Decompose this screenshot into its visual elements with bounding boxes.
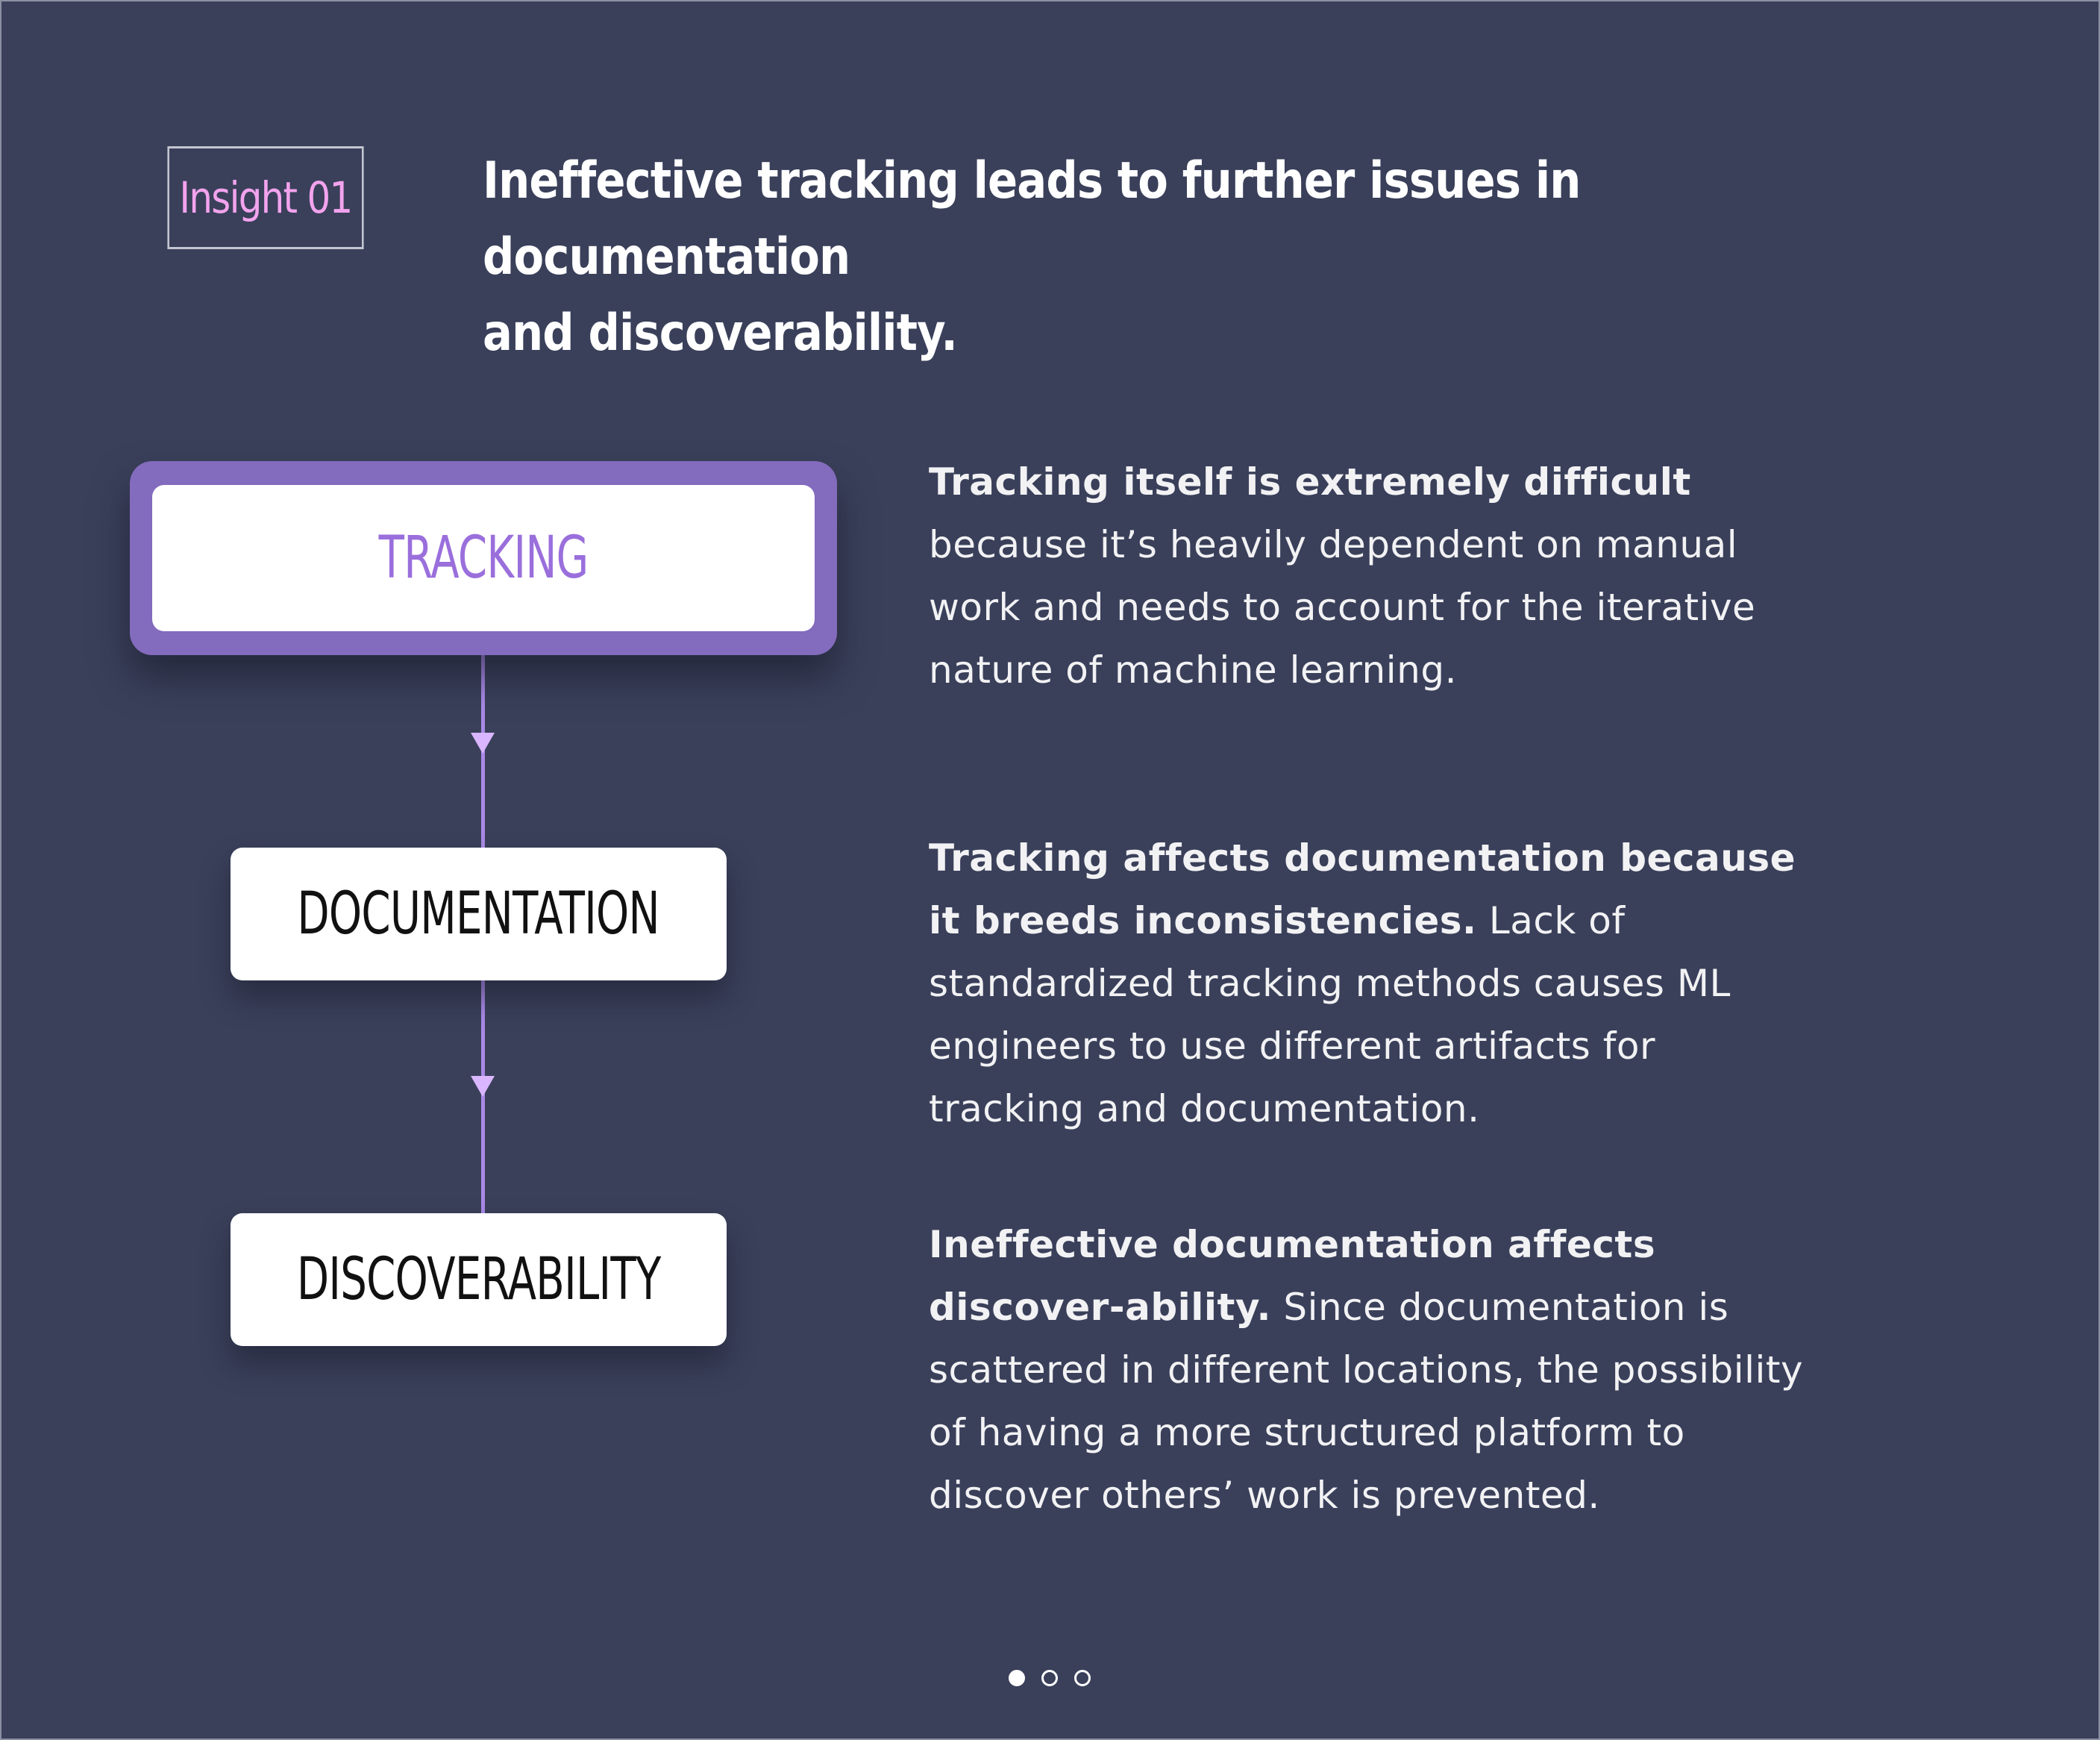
description-discoverability: Ineffective documentation affects discov… xyxy=(929,1213,1809,1527)
flow-connector-2 xyxy=(481,980,485,1213)
insight-badge: Insight 01 xyxy=(167,146,364,249)
headline-line-2: and discoverability. xyxy=(483,304,958,363)
flow-step-label: DISCOVERABILITY xyxy=(296,1246,661,1313)
description-text: because it’s heavily dependent on manual… xyxy=(929,523,1756,692)
flow-step-discoverability: DISCOVERABILITY xyxy=(231,1213,727,1346)
description-tracking: Tracking itself is extremely difficult b… xyxy=(929,451,1809,701)
insight-badge-label: Insight 01 xyxy=(179,172,353,223)
flow-arrow-down-icon xyxy=(471,733,495,754)
pagination-dot-2[interactable] xyxy=(1041,1670,1058,1686)
pagination-dots xyxy=(1009,1670,1091,1686)
description-bold: Ineffective documentation affects discov… xyxy=(929,1223,1656,1329)
description-documentation: Tracking affects documentation because i… xyxy=(929,827,1809,1140)
pagination-dot-1[interactable] xyxy=(1009,1670,1025,1686)
flow-step-documentation: DOCUMENTATION xyxy=(231,848,727,980)
insight-headline: Ineffective tracking leads to further is… xyxy=(483,143,1651,372)
description-bold: Tracking affects documentation because i… xyxy=(929,836,1796,942)
flow-arrow-down-icon xyxy=(471,1076,495,1097)
flow-step-label: TRACKING xyxy=(378,525,589,592)
description-bold: Tracking itself is extremely difficult xyxy=(929,460,1691,504)
flow-step-label: DOCUMENTATION xyxy=(297,880,660,948)
headline-line-1: Ineffective tracking leads to further is… xyxy=(483,151,1581,287)
description-text: Since documentation is scattered in diff… xyxy=(929,1286,1804,1517)
flow-step-tracking: TRACKING xyxy=(152,485,815,631)
description-text: Lack of standardized tracking methods ca… xyxy=(929,899,1731,1130)
pagination-dot-3[interactable] xyxy=(1074,1670,1091,1686)
